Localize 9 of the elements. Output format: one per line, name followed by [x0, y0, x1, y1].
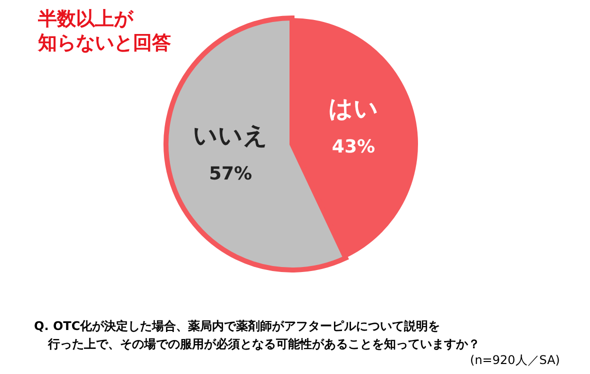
- text: 半数以上が: [38, 7, 133, 32]
- text: (n=920人／SA): [470, 352, 560, 369]
- data-label: 57%: [208, 164, 252, 185]
- text: Q. OTC化が決定した場合、薬局内で薬剤師がアフターピルについて説明を: [34, 318, 440, 335]
- text: 知らないと回答: [38, 31, 171, 56]
- slice-label: いいえ: [193, 122, 268, 150]
- slice-label: はい: [328, 94, 378, 122]
- text: 行った上で、その場での服用が必須となる可能性があることを知っていますか？: [48, 336, 480, 353]
- data-label: 43%: [332, 136, 376, 158]
